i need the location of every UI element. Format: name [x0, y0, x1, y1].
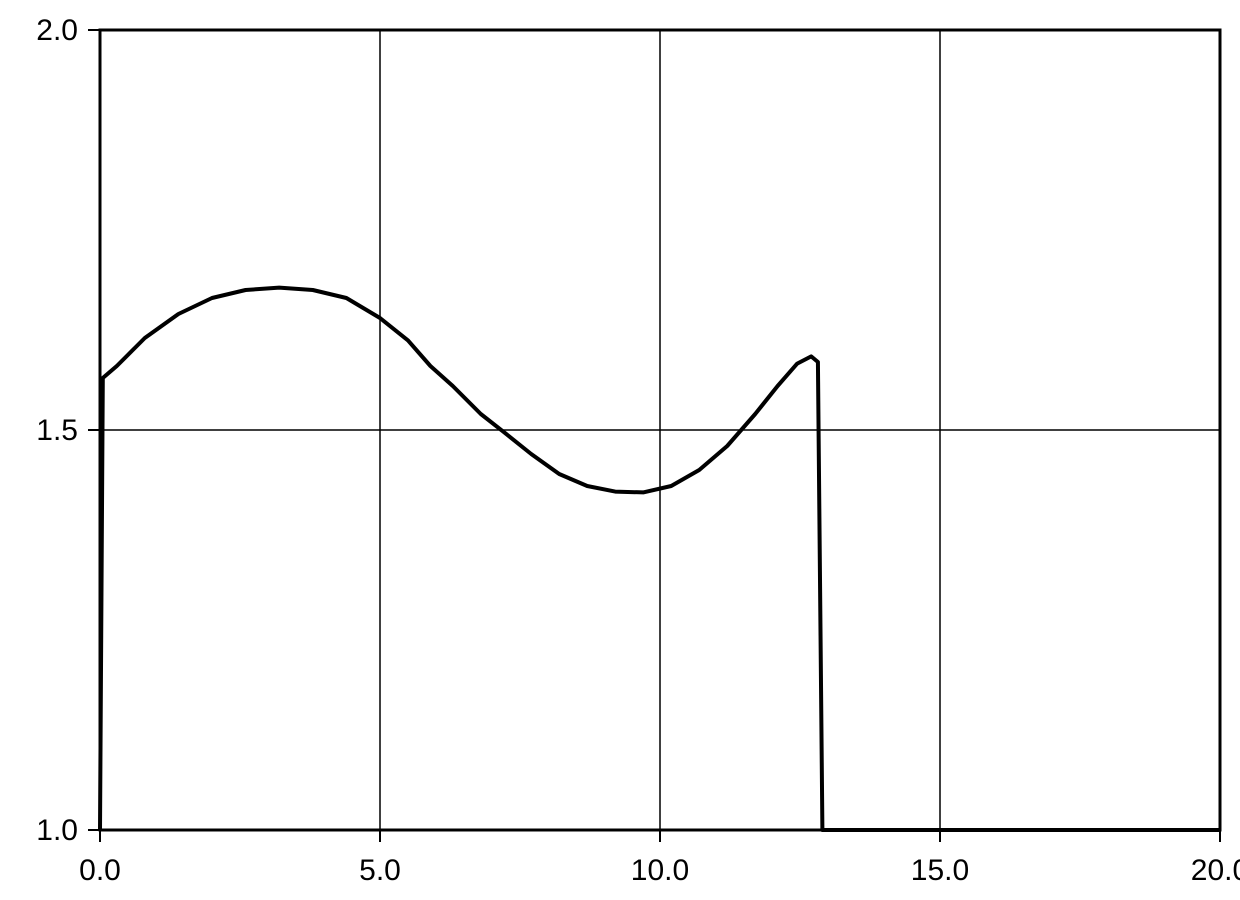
x-tick-label: 20.0 — [1191, 854, 1240, 887]
x-tick-label: 15.0 — [911, 854, 969, 887]
x-tick-label: 10.0 — [631, 854, 689, 887]
y-tick-label: 2.0 — [36, 14, 78, 47]
chart-container: 0.0 5.0 10.0 15.0 20.0 1.0 1.5 2.0 — [0, 0, 1240, 900]
y-tick-label: 1.5 — [36, 414, 78, 447]
x-tick-label: 0.0 — [79, 854, 121, 887]
line-chart: 0.0 5.0 10.0 15.0 20.0 1.0 1.5 2.0 — [0, 0, 1240, 900]
x-tick-label: 5.0 — [359, 854, 401, 887]
y-tick-label: 1.0 — [36, 814, 78, 847]
